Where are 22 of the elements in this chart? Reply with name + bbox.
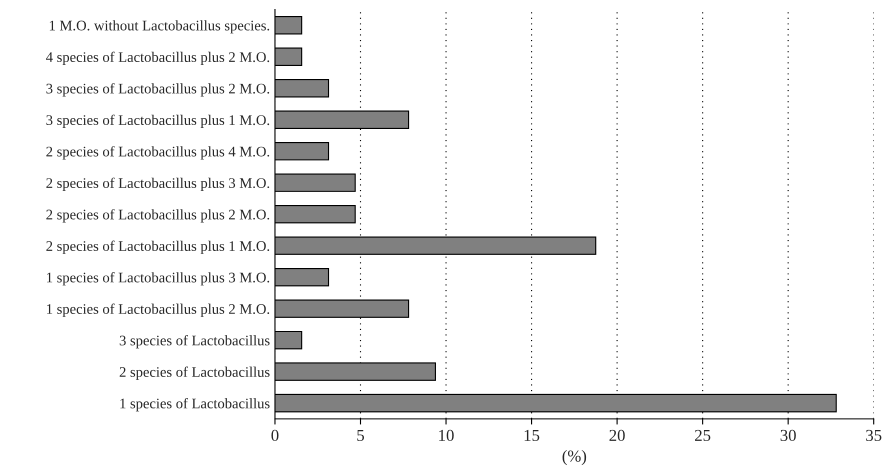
x-tick-label: 10 [439, 430, 454, 442]
x-tick-label: 35 [866, 430, 882, 442]
y-tick-label: 2 species of Lactobacillus plus 2 M.O. [46, 209, 270, 222]
x-tick-label: 30 [780, 430, 796, 442]
y-tick-label: 2 species of Lactobacillus plus 3 M.O. [46, 178, 270, 191]
x-tick-label: 5 [357, 430, 364, 442]
x-tick-label: 25 [695, 430, 710, 442]
y-tick-label: 2 species of Lactobacillus [120, 366, 270, 380]
x-tick-label: 20 [609, 430, 625, 442]
y-tick-label: 3 species of Lactobacillus [120, 335, 270, 348]
y-tick-label: 3 species of Lactobacillus plus 2 M.O. [46, 83, 270, 96]
y-tick-label: 3 species of Lactobacillus plus 1 M.O. [46, 114, 270, 128]
x-axis-title: (%) [562, 450, 586, 466]
x-tick-label: 15 [524, 430, 540, 442]
y-tick-label: 2 species of Lactobacillus plus 4 M.O. [46, 146, 270, 160]
y-tick-label: 2 species of Lactobacillus plus 1 M.O. [46, 240, 270, 254]
y-tick-label: 1 M.O. without Lactobacillus species. [50, 20, 270, 34]
x-tick-label: 0 [271, 430, 278, 442]
y-tick-label: 1 species of Lactobacillus plus 2 M.O. [47, 304, 270, 317]
y-tick-label: 4 species of Lactobacillus plus 2 M.O. [46, 52, 270, 65]
y-tick-label: 1 species of Lactobacillus [120, 398, 270, 412]
y-tick-label: 1 species of Lactobacillus plus 3 M.O. [47, 272, 270, 286]
